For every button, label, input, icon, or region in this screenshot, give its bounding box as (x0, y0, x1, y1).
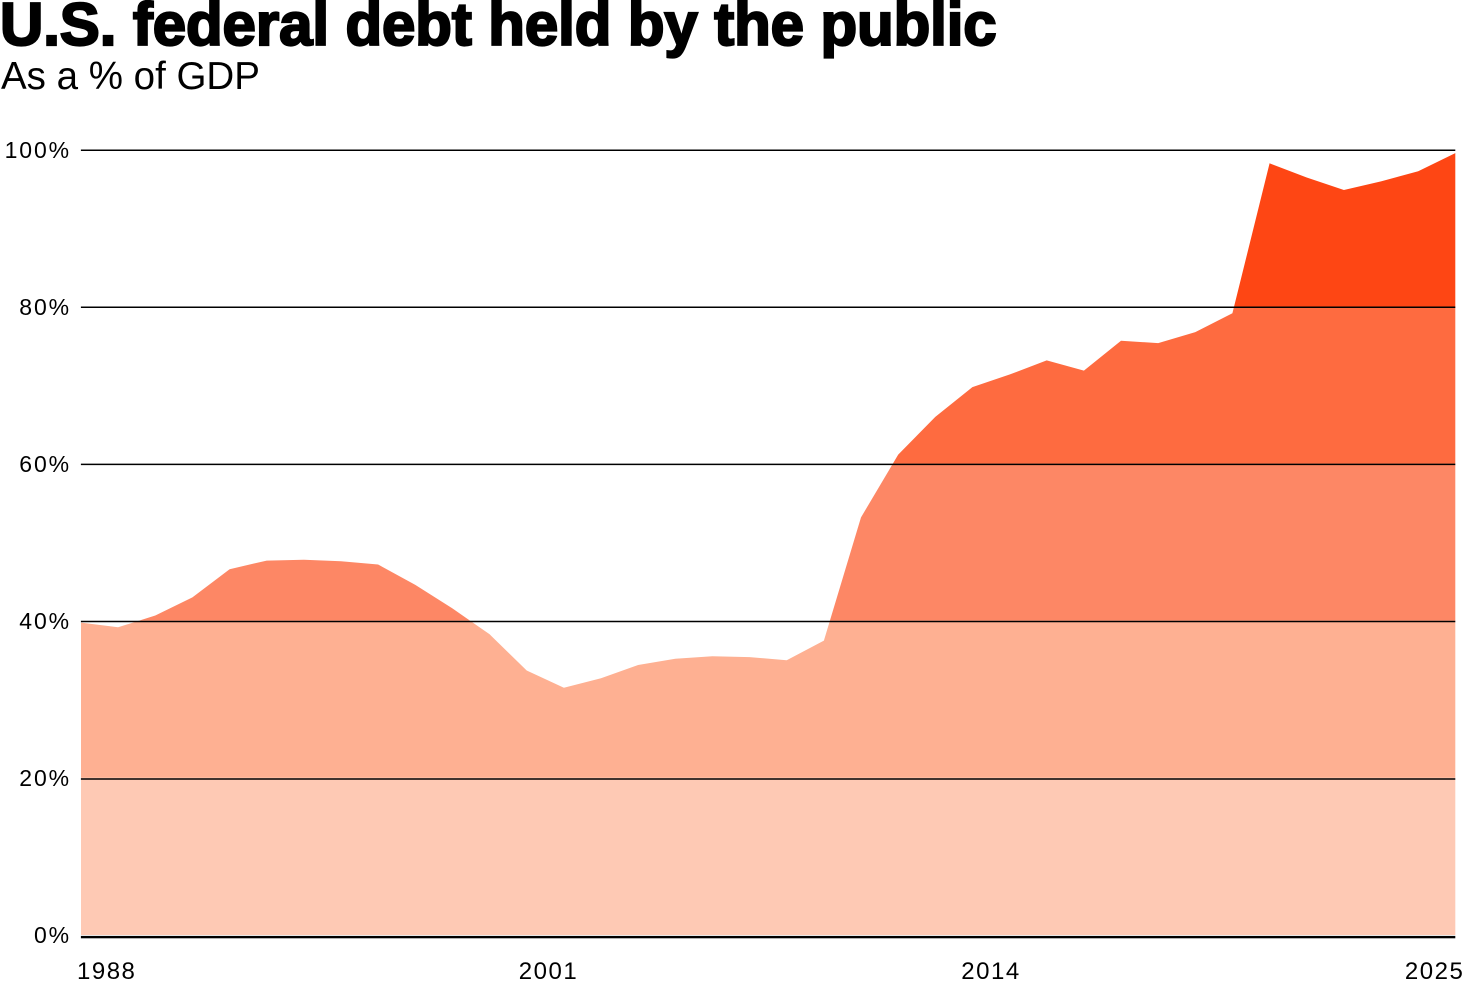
svg-text:80%: 80% (19, 294, 71, 320)
svg-text:0%: 0% (34, 922, 71, 948)
svg-text:100%: 100% (5, 137, 71, 163)
svg-text:40%: 40% (19, 608, 71, 634)
svg-text:60%: 60% (19, 451, 71, 477)
svg-text:1988: 1988 (77, 958, 136, 985)
svg-text:2001: 2001 (519, 958, 578, 985)
svg-text:2025: 2025 (1405, 958, 1464, 985)
svg-text:20%: 20% (19, 765, 71, 791)
svg-text:2014: 2014 (961, 958, 1020, 985)
